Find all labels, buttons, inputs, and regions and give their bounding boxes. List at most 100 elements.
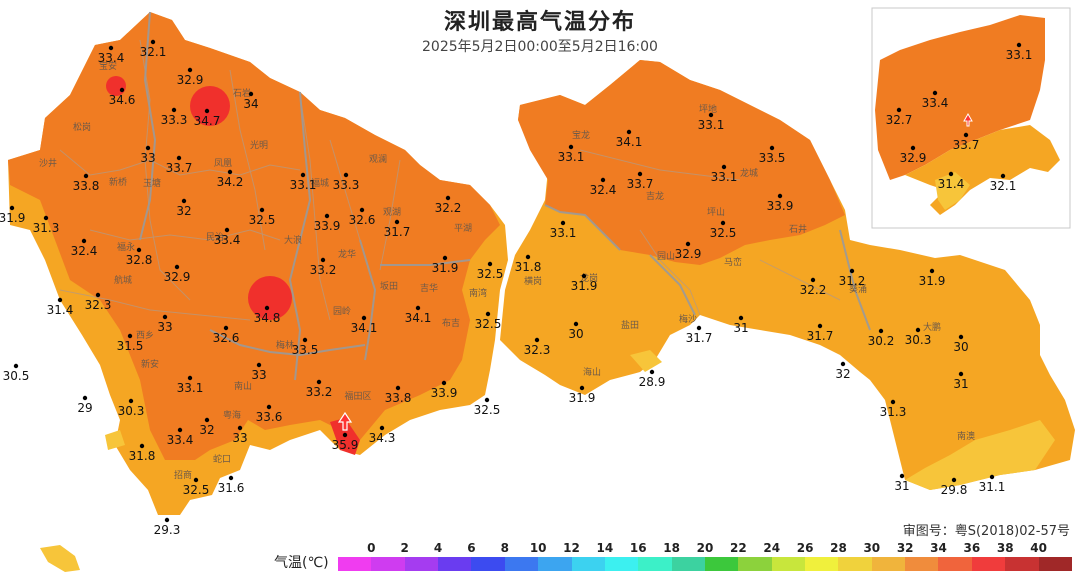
station-dot [963,132,969,138]
station-dot [568,144,574,150]
district-label: 宝安 [99,60,117,72]
max-temp-marker [337,411,353,431]
district-label: 园岭 [333,305,351,317]
station-value: 33.2 [306,385,333,399]
station-dot [899,473,905,479]
district-label: 马峦 [724,256,742,268]
station-value: 33.1 [698,118,725,132]
hot-spot [248,276,292,320]
station-dot [951,477,957,483]
station-dot [343,172,349,178]
station-value: 33.1 [1006,48,1033,62]
station-dot [81,238,87,244]
station-value: 31.6 [218,481,245,495]
legend-swatch [504,557,539,571]
district-label: 南山 [234,380,252,392]
station-value: 34.6 [109,93,136,107]
station-dot [560,220,566,226]
legend-swatch [638,557,672,571]
station-value: 32 [835,367,850,381]
station-value: 33.7 [953,138,980,152]
legend-tick: 2 [400,541,409,555]
station-dot [361,315,367,321]
station-dot [915,327,921,333]
district-label: 南澳 [957,430,975,442]
station-dot [442,255,448,261]
station-dot [256,362,262,368]
station-dot [573,321,579,327]
station-dot [43,215,49,221]
district-label: 盐田 [621,319,639,331]
station-dot [204,108,210,114]
station-dot [83,173,89,179]
station-dot [626,129,632,135]
station-value: 31.3 [33,221,60,235]
station-dot [187,67,193,73]
station-dot [359,207,365,213]
station-value: 34.8 [254,311,281,325]
station-dot [445,195,451,201]
map-subtitle: 2025年5月2日00:00至5月2日16:00 [422,39,658,55]
station-dot [958,334,964,340]
station-dot [176,155,182,161]
district-label: 大浪 [284,234,302,246]
station-dot [441,380,447,386]
station-dot [266,404,272,410]
station-value: 33.4 [98,51,125,65]
district-label: 沙井 [39,157,57,169]
legend-swatch [471,557,505,571]
legend-tick: 32 [896,541,914,555]
station-dot [696,325,702,331]
district-label: 梅沙 [679,313,697,325]
legend-tick: 26 [796,541,814,555]
station-value: 33.3 [161,113,188,127]
station-value: 31.9 [569,391,596,405]
station-dot [95,292,101,298]
legend-swatch [838,557,872,571]
legend-color-bar [338,557,1072,571]
station-dot [534,337,540,343]
station-value: 29 [77,401,92,415]
station-value: 31.7 [384,225,411,239]
district-label: 航城 [114,274,132,286]
station-value: 33.1 [558,150,585,164]
station-dot [136,247,142,253]
district-label: 布吉 [442,317,460,329]
station-value: 33.9 [314,219,341,233]
legend-tick: 40 [1030,541,1047,555]
district-label: 龙城 [740,167,758,179]
station-value: 31.4 [938,177,965,191]
station-value: 31.5 [117,339,144,353]
legend-swatch [1005,557,1039,571]
station-value: 34.1 [405,311,432,325]
station-value: 32.2 [800,283,827,297]
station-value: 31.7 [686,331,713,345]
station-dot [932,90,938,96]
station-dot [259,207,265,213]
legend-tick: 24 [763,541,781,555]
station-dot [128,398,134,404]
station-value: 33.7 [627,177,654,191]
district-label: 招商 [174,469,192,481]
district-label: 观湖 [383,207,401,218]
inset-map [871,7,1071,229]
station-dot [878,328,884,334]
station-value: 29.3 [154,523,181,537]
district-label: 新桥 [109,176,127,188]
station-value: 31.8 [515,260,542,274]
station-dot [162,314,168,320]
legend-swatch [738,557,772,571]
station-dot [204,417,210,423]
station-dot [145,145,151,151]
station-dot [484,397,490,403]
station-dot [316,379,322,385]
station-value: 30 [953,340,968,354]
legend-swatch [1038,557,1072,571]
district-label: 园山 [657,251,675,262]
station-value: 32.9 [900,151,927,165]
station-dot [958,371,964,377]
district-label: 石岩 [233,87,251,99]
legend-tick: 18 [663,541,680,555]
district-label: 光明 [250,139,268,151]
station-dot [1016,42,1022,48]
